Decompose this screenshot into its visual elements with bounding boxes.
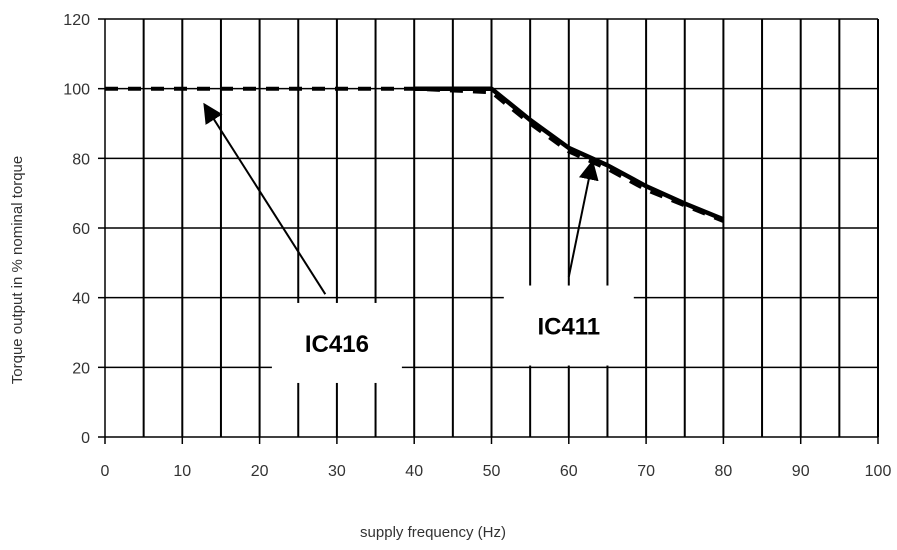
annotation-box-ic416 <box>271 302 402 383</box>
annotation-arrow-ic416 <box>203 102 327 295</box>
x-tick-label: 20 <box>251 463 269 480</box>
tick-labels: 0 10 20 30 40 50 60 70 80 90 100 0 20 40 60 80 100 120 <box>63 12 891 480</box>
x-tick-label: 0 <box>101 463 110 480</box>
axes <box>98 18 879 444</box>
y-tick-label: 120 <box>63 12 90 29</box>
x-tick-label: 40 <box>405 463 423 480</box>
x-tick-label: 50 <box>483 463 501 480</box>
y-tick-label: 100 <box>63 82 90 99</box>
annotations: IC416 IC411 <box>203 102 634 383</box>
x-tick-label: 60 <box>560 463 578 480</box>
annotation-label-ic411: IC411 <box>537 314 600 341</box>
x-tick-label: 70 <box>637 463 655 480</box>
x-axis-title: supply frequency (Hz) <box>360 524 506 541</box>
series-layer <box>105 86 725 223</box>
series-line-ic416 <box>105 86 725 223</box>
y-tick-label: 20 <box>72 360 90 377</box>
annotation-label-ic416: IC416 <box>305 331 369 358</box>
y-axis-title: Torque output in % nominal torque <box>9 156 26 384</box>
x-tick-label: 30 <box>328 463 346 480</box>
y-tick-label: 0 <box>81 430 90 447</box>
y-tick-label: 60 <box>72 221 90 238</box>
x-tick-label: 10 <box>173 463 191 480</box>
x-tick-label: 100 <box>865 463 892 480</box>
grid <box>105 18 879 437</box>
x-tick-label: 90 <box>792 463 810 480</box>
annotation-arrow-ic411 <box>567 159 599 277</box>
y-tick-label: 40 <box>72 291 90 308</box>
x-tick-label: 80 <box>715 463 733 480</box>
annotation-box-ic411 <box>503 285 634 366</box>
y-tick-label: 80 <box>72 151 90 168</box>
